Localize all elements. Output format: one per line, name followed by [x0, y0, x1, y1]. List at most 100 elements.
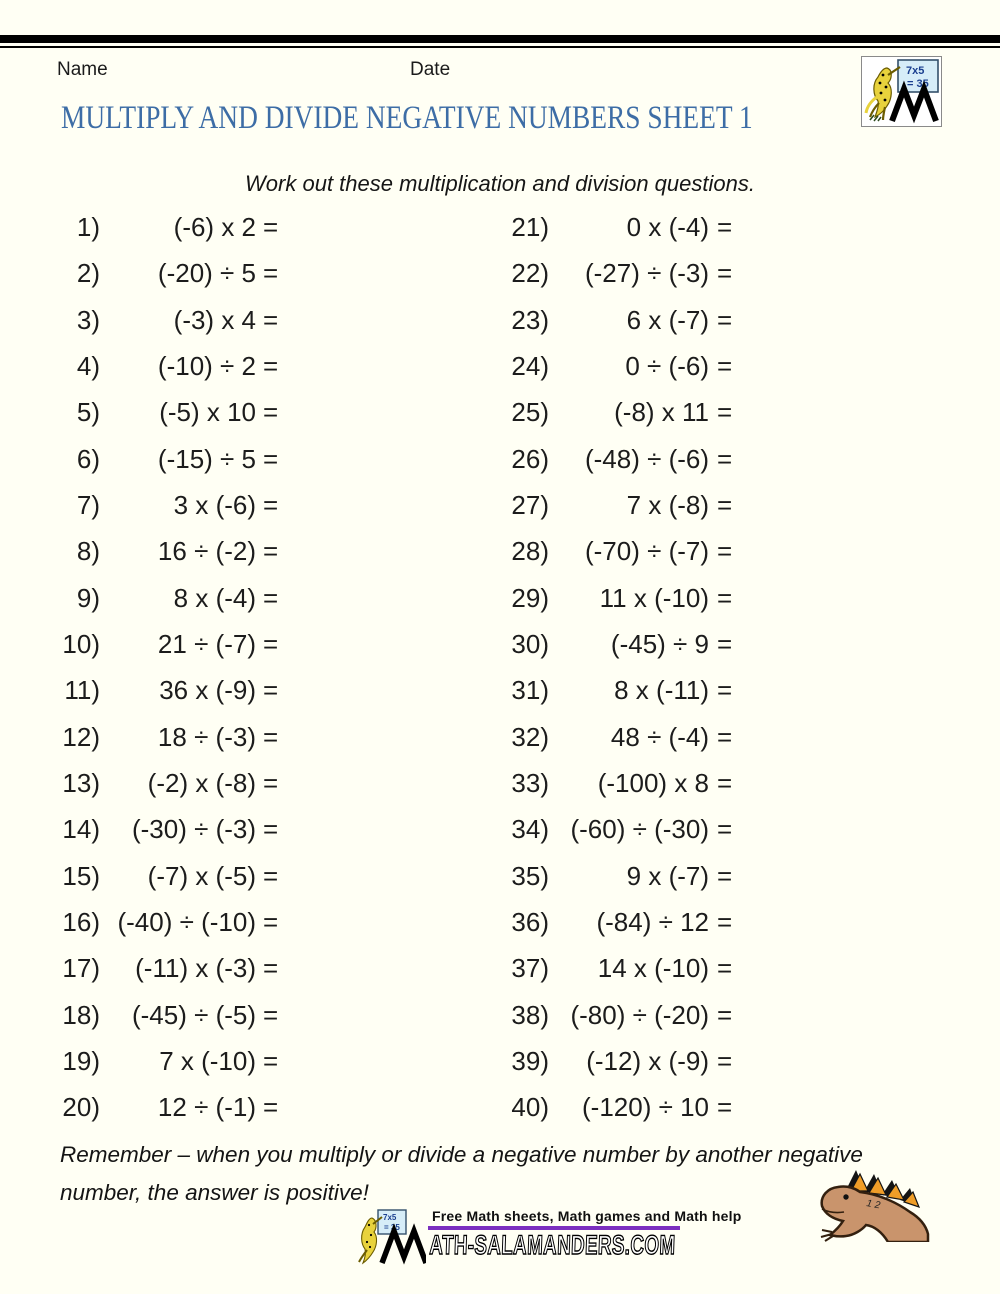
equals-sign: =	[717, 489, 733, 520]
problem-expression: (-60) ÷ (-30)	[570, 814, 709, 845]
problem-number: 12)	[62, 721, 100, 752]
problem-row: 15) (-7) x (-5) =	[56, 853, 386, 899]
problem-number: 17)	[62, 953, 100, 984]
problem-number: 21)	[511, 212, 549, 242]
problem-number: 35)	[511, 860, 549, 891]
problem-expression: (-27) ÷ (-3)	[584, 258, 709, 289]
equals-sign: =	[717, 397, 733, 428]
problem-expression: 8 x (-11)	[614, 675, 709, 706]
problem-row: 6) (-15) ÷ 5 =	[56, 436, 386, 482]
footer-site-wordmark: ATH-SALAMANDERS.COM	[428, 1230, 676, 1260]
equals-sign: =	[717, 582, 733, 613]
problem-number: 27)	[511, 489, 549, 520]
problem-row: 4) (-10) ÷ 2 =	[56, 343, 386, 389]
problem-expression: (-120) ÷ 10	[582, 1092, 709, 1123]
problem-expression: (-30) ÷ (-3)	[131, 814, 256, 845]
problem-row: 36) (-84) ÷ 12 =	[496, 899, 826, 945]
lizard-mouth	[821, 1208, 845, 1214]
problem-number: 8)	[76, 536, 100, 567]
problem-number: 38)	[511, 999, 549, 1030]
problem-expression: (-40) ÷ (-10)	[117, 906, 256, 937]
problem-expression: (-20) ÷ 5	[157, 258, 256, 289]
problem-row: 34) (-60) ÷ (-30) =	[496, 806, 826, 852]
equals-sign: =	[263, 999, 279, 1030]
problem-expression: 16 ÷ (-2)	[157, 536, 256, 567]
equals-sign: =	[717, 628, 733, 659]
problem-row: 21) 0 x (-4) =	[496, 204, 826, 250]
problem-row: 5) (-5) x 10 =	[56, 389, 386, 435]
problem-expression: (-5) x 10	[159, 397, 256, 428]
equals-sign: =	[263, 212, 279, 242]
problem-expression: 48 ÷ (-4)	[610, 721, 709, 752]
equals-sign: =	[717, 953, 733, 984]
problem-number: 14)	[62, 814, 100, 845]
problem-expression: (-15) ÷ 5	[157, 443, 256, 474]
problem-row: 12) 18 ÷ (-3) =	[56, 714, 386, 760]
problem-expression: (-80) ÷ (-20)	[570, 999, 709, 1030]
problem-expression: (-7) x (-5)	[147, 860, 256, 891]
equals-sign: =	[263, 628, 279, 659]
equals-sign: =	[263, 536, 279, 567]
problem-expression: (-11) x (-3)	[135, 953, 256, 984]
problem-row: 11) 36 x (-9) =	[56, 667, 386, 713]
problem-number: 24)	[511, 350, 549, 381]
top-border-thick	[0, 35, 1000, 43]
equals-sign: =	[717, 906, 733, 937]
problem-row: 39) (-12) x (-9) =	[496, 1038, 826, 1084]
equals-sign: =	[263, 397, 279, 428]
problem-expression: 3 x (-6)	[173, 489, 256, 520]
equals-sign: =	[717, 304, 733, 335]
problem-row: 28) (-70) ÷ (-7) =	[496, 528, 826, 574]
problem-expression: 36 x (-9)	[159, 675, 256, 706]
problem-row: 23) 6 x (-7) =	[496, 297, 826, 343]
problem-number: 28)	[511, 536, 549, 567]
problem-expression: 0 x (-4)	[626, 212, 709, 242]
problem-number: 20)	[62, 1092, 100, 1123]
problem-number: 10)	[62, 628, 100, 659]
problem-row: 16) (-40) ÷ (-10) =	[56, 899, 386, 945]
problem-number: 7)	[76, 489, 100, 520]
worksheet-title: MULTIPLY AND DIVIDE NEGATIVE NUMBERS SHE…	[61, 100, 753, 136]
lizard-marking: 1 2	[865, 1198, 881, 1211]
problem-expression: 7 x (-8)	[626, 489, 709, 520]
problem-row: 25) (-8) x 11 =	[496, 389, 826, 435]
problem-row: 13) (-2) x (-8) =	[56, 760, 386, 806]
problem-expression: (-45) ÷ (-5)	[131, 999, 256, 1030]
problem-row: 10) 21 ÷ (-7) =	[56, 621, 386, 667]
problem-expression: 11 x (-10)	[599, 582, 709, 613]
problem-number: 5)	[76, 397, 100, 428]
problem-number: 34)	[511, 814, 549, 845]
equals-sign: =	[263, 814, 279, 845]
equals-sign: =	[263, 860, 279, 891]
footer-board-line2: = 35	[384, 1223, 400, 1232]
problem-row: 31) 8 x (-11) =	[496, 667, 826, 713]
problem-expression: (-8) x 11	[614, 397, 709, 428]
problem-number: 33)	[511, 767, 549, 798]
equals-sign: =	[263, 767, 279, 798]
problem-number: 26)	[511, 443, 549, 474]
problem-number: 18)	[62, 999, 100, 1030]
problem-expression: (-6) x 2	[173, 212, 256, 242]
footer-text-column: Free Math sheets, Math games and Math he…	[428, 1208, 741, 1260]
problem-expression: 7 x (-10)	[159, 1045, 256, 1076]
problems-left-column: 1) (-6) x 2 = 2) (-20) ÷ 5 = 3) (-3) x 4 = 4) (-10…	[56, 204, 386, 1131]
name-label: Name	[57, 59, 108, 80]
problem-row: 7) 3 x (-6) =	[56, 482, 386, 528]
equals-sign: =	[263, 953, 279, 984]
equals-sign: =	[263, 721, 279, 752]
problem-row: 29) 11 x (-10) =	[496, 575, 826, 621]
problem-expression: (-100) x 8	[597, 767, 709, 798]
equals-sign: =	[263, 350, 279, 381]
problem-number: 16)	[62, 906, 100, 937]
equals-sign: =	[717, 536, 733, 567]
reminder-text: Remember – when you multiply or divide a…	[60, 1136, 863, 1212]
problem-number: 25)	[511, 397, 549, 428]
reminder-line-1: Remember – when you multiply or divide a…	[60, 1142, 863, 1167]
problem-number: 31)	[511, 675, 549, 706]
problem-expression: (-10) ÷ 2	[157, 350, 256, 381]
equals-sign: =	[263, 489, 279, 520]
problem-expression: 18 ÷ (-3)	[157, 721, 256, 752]
equals-sign: =	[717, 767, 733, 798]
problem-number: 30)	[511, 628, 549, 659]
